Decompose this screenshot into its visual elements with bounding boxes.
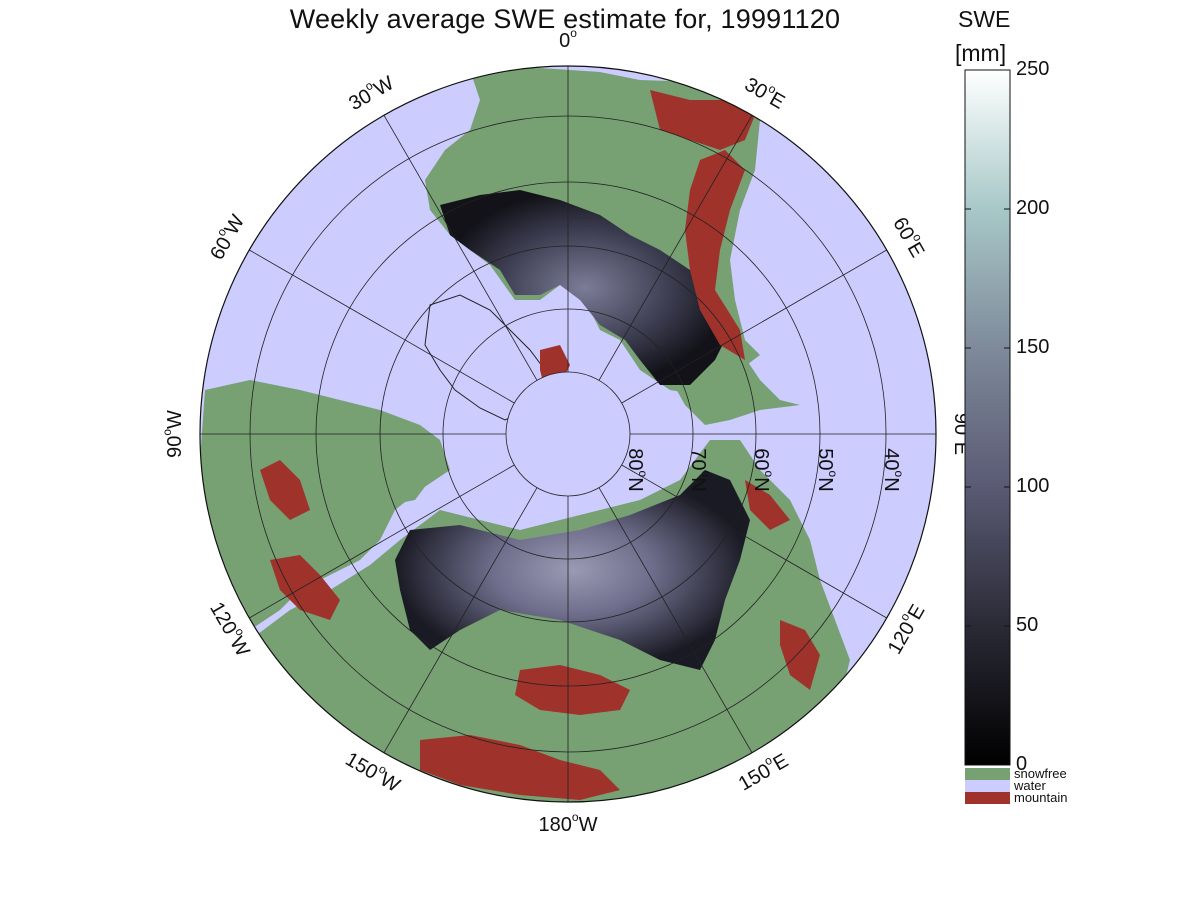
longitude-label: 0o [559,26,577,52]
mountain-east-siberia [745,480,790,530]
colorbar-categories [965,768,1010,804]
mountain-far-east [780,620,820,690]
latitude-label: 50oN [814,448,840,491]
colorbar-tick-marks [965,69,1010,766]
colorbar-tick-label: 100 [1016,475,1050,497]
longitude-label: 90oW [160,410,186,458]
snow-eurasia [395,470,750,670]
longitude-label: 60oE [888,212,932,262]
map-disc [200,66,936,802]
longitude-label: 30oE [741,70,791,114]
legend-label-water: water [1014,778,1046,793]
latitude-label: 60oN [750,448,776,491]
legend-swatch-mountain [965,792,1010,804]
latitude-label: 40oN [880,448,906,491]
latitude-label: 70oN [687,448,713,491]
mountain-central-asia [515,665,630,715]
legend-label-mountain: mountain [1014,790,1068,805]
mountain-alps [270,555,340,620]
arctic-ocean [506,372,630,496]
colorbar-tick-label: 50 [1016,614,1039,636]
legend-swatch-water [965,780,1010,792]
snow-north-america [440,190,730,385]
meridian-line [383,487,538,753]
mountain-scandes [260,460,310,520]
colorbar-tick-label: 200 [1016,197,1050,219]
map-title: Weekly average SWE estimate for, 1999112… [289,4,841,34]
legend-label-snowfree: snowfree [1014,766,1067,781]
graticule-meridians [200,66,936,802]
meridian-line [621,464,887,619]
land-scandinavia [345,445,430,505]
longitude-label: 60oW [203,209,250,264]
colorbar-title-swe: SWE [958,6,1011,32]
colorbar-tick-label: 150 [1016,336,1050,358]
meridian-line [598,487,753,753]
longitude-label: 180oW [539,810,598,836]
meridian-line [249,249,515,404]
mountain-himalaya [420,735,620,800]
latitude-label: 80oN [624,448,650,491]
meridian-line [621,249,887,404]
colorbar-gradient [964,69,1011,766]
meridian-line [598,115,753,381]
meridian-line [383,115,538,381]
mountain-rockies [685,150,745,360]
colorbar-tick-label: 0 [1016,753,1028,775]
longitude-label: 30oW [343,69,398,116]
meridian-line [249,464,515,619]
colorbar-tick-label: 250 [1016,58,1050,80]
latitude-labels: 80oN 70oN 60oN 50oN 40oN [624,448,906,491]
legend-swatch-snowfree [965,768,1010,780]
colorbar-title-units: [mm] [955,40,1007,66]
land-europe [200,380,450,630]
map-border [199,65,937,803]
